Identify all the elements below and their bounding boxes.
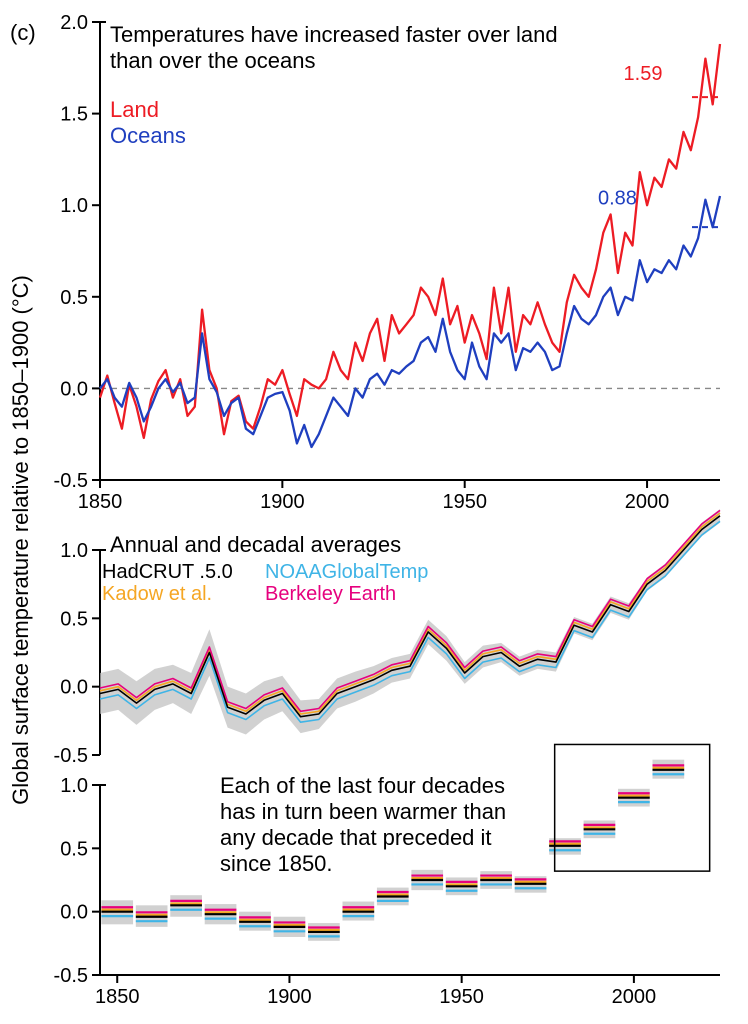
panel-a-title-2: than over the oceans [110, 48, 315, 73]
xtick-label: 1850 [78, 491, 123, 513]
xtick-label: 2000 [625, 491, 670, 513]
ytick-label: 1.0 [60, 195, 88, 217]
legend-land: Land [110, 97, 159, 122]
land-temperature-line [100, 44, 720, 438]
xtick-label: 2000 [612, 986, 657, 1008]
panel-label: (c) [10, 20, 36, 45]
ytick-label: -0.5 [54, 745, 88, 767]
ytick-label: 1.5 [60, 104, 88, 126]
legend-berkeley: Berkeley Earth [265, 583, 396, 605]
figure-svg: Global surface temperature relative to 1… [0, 0, 748, 1024]
panel-c-note-4: since 1850. [220, 851, 333, 876]
ytick-label: 0.5 [60, 287, 88, 309]
ytick-label: 0.5 [60, 838, 88, 860]
xtick-label: 1900 [267, 986, 312, 1008]
land-end-value: 1.59 [624, 63, 663, 85]
ytick-label: -0.5 [54, 965, 88, 987]
panel-b-title: Annual and decadal averages [110, 532, 401, 557]
legend-hadcrut: HadCRUT .5.0 [102, 561, 233, 583]
ytick-label: 2.0 [60, 12, 88, 34]
temperature-figure: Global surface temperature relative to 1… [0, 0, 748, 1024]
legend-kadow: Kadow et al. [102, 583, 212, 605]
ytick-label: 1.0 [60, 540, 88, 562]
y-axis-label: Global surface temperature relative to 1… [8, 275, 33, 805]
legend-noaa: NOAAGlobalTemp [265, 561, 428, 583]
ytick-label: 0.5 [60, 608, 88, 630]
ytick-label: 1.0 [60, 775, 88, 797]
ytick-label: -0.5 [54, 470, 88, 492]
xtick-label: 1900 [260, 491, 305, 513]
ytick-label: 0.0 [60, 378, 88, 400]
ytick-label: 0.0 [60, 902, 88, 924]
xtick-label: 1950 [439, 986, 484, 1008]
panel-c-note-2: has in turn been warmer than [220, 799, 506, 824]
panel-c-note-1: Each of the last four decades [220, 773, 505, 798]
legend-oceans: Oceans [110, 123, 186, 148]
ocean-end-value: 0.88 [598, 188, 637, 210]
panel-a-title-1: Temperatures have increased faster over … [110, 22, 558, 47]
xtick-label: 1950 [442, 491, 487, 513]
xtick-label: 1850 [95, 986, 140, 1008]
ytick-label: 0.0 [60, 677, 88, 699]
panel-c-note-3: any decade that preceded it [220, 825, 492, 850]
